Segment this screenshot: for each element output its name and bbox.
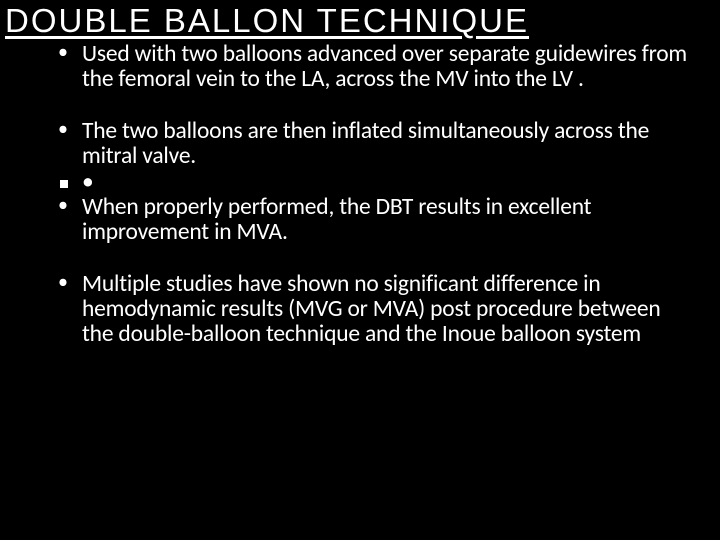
slide-title: DOUBLE BALLON TECHNIQUE xyxy=(5,0,690,40)
slide: DOUBLE BALLON TECHNIQUE Used with two ba… xyxy=(0,0,720,540)
bullet-list: Used with two balloons advanced over sep… xyxy=(58,42,690,348)
bullet-item: • xyxy=(58,170,690,195)
bullet-item: When properly performed, the DBT results… xyxy=(58,195,690,246)
bullet-item: Used with two balloons advanced over sep… xyxy=(58,42,690,93)
slide-body: Used with two balloons advanced over sep… xyxy=(30,42,690,348)
bullet-item: The two balloons are then inflated simul… xyxy=(58,119,690,170)
bullet-item: Multiple studies have shown no significa… xyxy=(58,272,690,348)
